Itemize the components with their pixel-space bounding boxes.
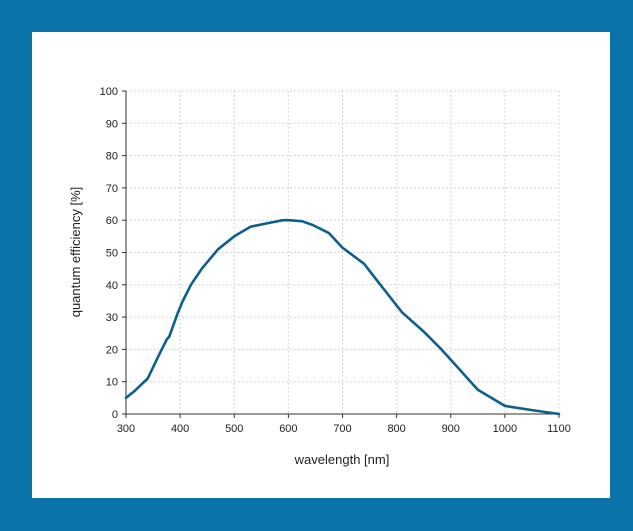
y-tick-label: 40 (106, 280, 118, 292)
x-axis-label: wavelength [nm] (294, 452, 390, 467)
y-tick-label: 80 (106, 151, 118, 163)
chart-panel: 0 10 20 30 40 50 60 70 80 90 100 300 400 500 600 700 800… (32, 32, 610, 498)
y-tick-label: 90 (106, 118, 118, 130)
tick-labels: 0 10 20 30 40 50 60 70 80 90 100 300 400 500 600 700 800… (100, 86, 571, 435)
y-tick-label: 10 (106, 377, 118, 389)
y-tick-label: 0 (112, 409, 118, 421)
qe-series-line (124, 218, 561, 416)
x-tick-label: 600 (279, 423, 297, 435)
x-tick-label: 1100 (547, 423, 571, 435)
x-tick-label: 300 (117, 423, 135, 435)
x-tick-label: 1000 (493, 423, 517, 435)
x-tick-label: 900 (442, 423, 460, 435)
y-axis-label: quantum efficiency [%] (68, 187, 83, 318)
y-tick-label: 50 (106, 248, 118, 260)
y-tick-label: 70 (106, 183, 118, 195)
grid (126, 90, 560, 414)
x-tick-label: 800 (387, 423, 405, 435)
qe-line-chart: 0 10 20 30 40 50 60 70 80 90 100 300 400 500 600 700 800… (68, 86, 571, 467)
axes (122, 90, 560, 418)
x-tick-label: 500 (225, 423, 243, 435)
y-tick-label: 100 (100, 86, 118, 98)
y-tick-label: 30 (106, 312, 118, 324)
series-group (124, 218, 561, 416)
y-tick-label: 60 (106, 215, 118, 227)
x-tick-label: 700 (333, 423, 351, 435)
x-tick-label: 400 (171, 423, 189, 435)
y-tick-label: 20 (106, 344, 118, 356)
